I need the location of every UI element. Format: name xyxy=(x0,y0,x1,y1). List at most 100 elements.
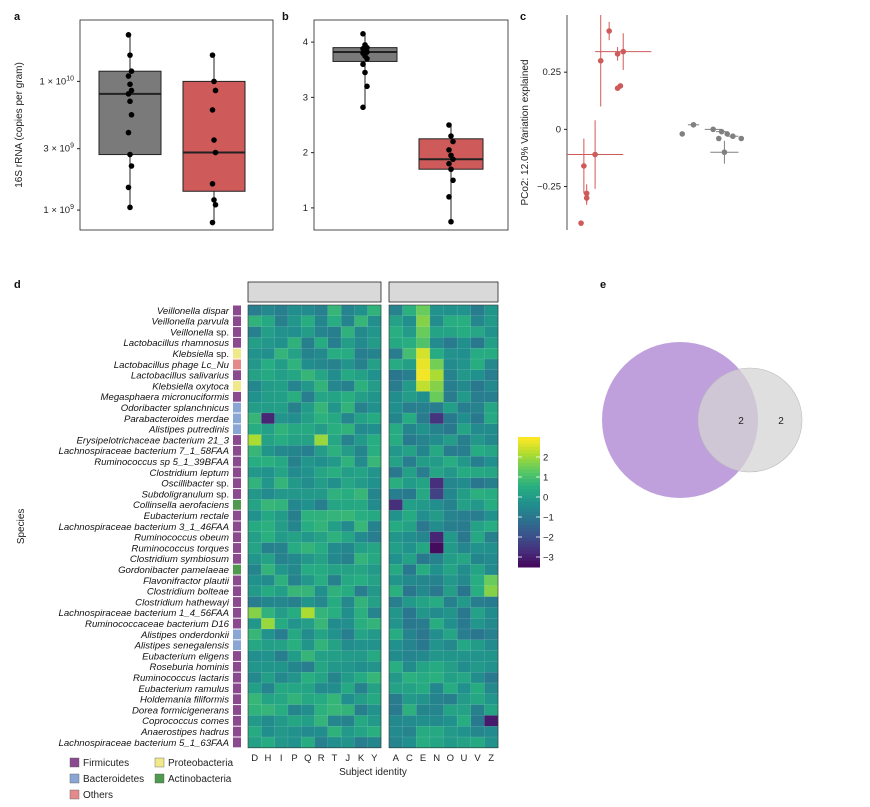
heatmap-cell xyxy=(340,693,355,706)
heatmap-cell xyxy=(340,531,355,544)
heatmap-cell xyxy=(301,412,316,425)
heatmap-cell xyxy=(388,510,404,522)
species-label: Collinsella aerofaciens xyxy=(133,500,229,511)
heatmap-cell xyxy=(247,715,262,727)
heatmap-cell xyxy=(443,596,458,608)
heatmap-cell xyxy=(429,618,445,630)
heatmap-cell xyxy=(261,477,276,490)
phylum-square xyxy=(233,672,241,683)
heatmap-cell xyxy=(388,391,404,403)
heatmap-cell xyxy=(402,693,417,706)
heatmap-cell xyxy=(402,520,417,533)
heatmap-cell xyxy=(287,531,302,544)
panel-b-point xyxy=(364,55,370,62)
panel-a-point xyxy=(209,52,216,58)
heatmap-cell xyxy=(388,499,404,511)
heatmap-cell xyxy=(314,542,329,554)
colorbar-segment xyxy=(518,463,540,467)
heatmap-cell xyxy=(247,618,262,630)
heatmap-cell xyxy=(261,618,276,630)
colorbar-segment xyxy=(518,446,540,451)
heatmap-cell xyxy=(301,477,316,490)
heatmap-cell xyxy=(470,348,485,360)
colorbar-segment xyxy=(518,563,540,568)
heatmap-cell xyxy=(367,304,382,317)
heatmap-cell xyxy=(314,380,329,392)
heatmap-cell xyxy=(274,412,289,425)
heatmap-cell xyxy=(388,672,404,684)
species-label: Holdemania filiformis xyxy=(140,695,229,706)
heatmap-cell xyxy=(456,574,472,587)
heatmap-cell xyxy=(340,607,355,619)
panel-c-point xyxy=(620,48,627,55)
heatmap-cell xyxy=(261,682,276,695)
heatmap-cell xyxy=(429,477,445,490)
species-label: Alistipes putredinis xyxy=(148,425,229,436)
heatmap-cell xyxy=(327,348,342,360)
heatmap-cell xyxy=(287,456,302,468)
heatmap-cell xyxy=(367,661,382,673)
colorbar-segment xyxy=(518,547,540,552)
heatmap-cell xyxy=(274,650,289,662)
heatmap-cell xyxy=(327,456,342,468)
heatmap-cell xyxy=(388,715,404,727)
heatmap-cell xyxy=(327,477,342,490)
heatmap-cell xyxy=(402,412,417,425)
heatmap-cell xyxy=(484,456,499,468)
heatmap-cell xyxy=(327,596,342,608)
panel-a-ytick-label: 1 × 1010 xyxy=(40,75,75,87)
phylum-square xyxy=(233,553,241,564)
heatmap-cell xyxy=(287,380,302,392)
heatmap-cell xyxy=(314,672,329,684)
heatmap-cell xyxy=(327,445,342,457)
heatmap-cell xyxy=(261,456,276,468)
heatmap-cell xyxy=(470,736,485,749)
heatmap-cell xyxy=(367,369,382,382)
heatmap-cell xyxy=(367,337,382,349)
heatmap-cell xyxy=(416,380,431,392)
colorbar-segment xyxy=(518,459,540,464)
panel-a-point xyxy=(127,151,133,158)
heatmap-cell xyxy=(274,434,289,446)
heatmap-cell xyxy=(456,520,472,533)
panel-b-ytick-label: 2 xyxy=(303,148,308,159)
heatmap-cell xyxy=(484,369,499,382)
heatmap-cell xyxy=(301,607,316,619)
heatmap-cell xyxy=(367,672,382,684)
heatmap-cell xyxy=(470,402,485,414)
species-label: Clostridium bolteae xyxy=(147,587,229,598)
heatmap-cell xyxy=(354,488,369,500)
colorbar-tick-label: 2 xyxy=(543,453,548,464)
colorbar-segment xyxy=(518,528,540,532)
heatmap-cell xyxy=(429,672,445,684)
heatmap-cell xyxy=(429,704,445,716)
heatmap-cell xyxy=(402,466,417,479)
heatmap-cell xyxy=(484,639,499,652)
heatmap-cell xyxy=(340,445,355,457)
heatmap-cell xyxy=(470,488,485,500)
heatmap-cell xyxy=(274,510,289,522)
panel-c-point xyxy=(721,149,728,156)
heatmap-cell xyxy=(402,456,417,468)
heatmap-cell xyxy=(367,423,382,436)
heatmap-cell xyxy=(314,445,329,457)
colorbar-segment xyxy=(518,554,540,558)
heatmap-cell xyxy=(429,596,445,608)
panel-letter-d: d xyxy=(14,279,21,291)
heatmap-cell xyxy=(287,358,302,371)
heatmap-cell xyxy=(443,585,458,598)
heatmap-cell xyxy=(274,304,289,317)
heatmap-cell xyxy=(314,456,329,468)
heatmap-cell xyxy=(416,628,431,641)
heatmap-cell xyxy=(470,542,485,554)
heatmap-cell xyxy=(314,661,329,673)
heatmap-cell xyxy=(402,391,417,403)
heatmap-cell xyxy=(484,391,499,403)
species-label: Klebsiella oxytoca xyxy=(152,381,229,392)
heatmap-cell xyxy=(470,650,485,662)
heatmap-cell xyxy=(367,607,382,619)
heatmap-cell xyxy=(274,639,289,652)
heatmap-cell xyxy=(388,423,404,436)
heatmap-cell xyxy=(416,618,431,630)
colorbar-segment xyxy=(518,518,540,522)
